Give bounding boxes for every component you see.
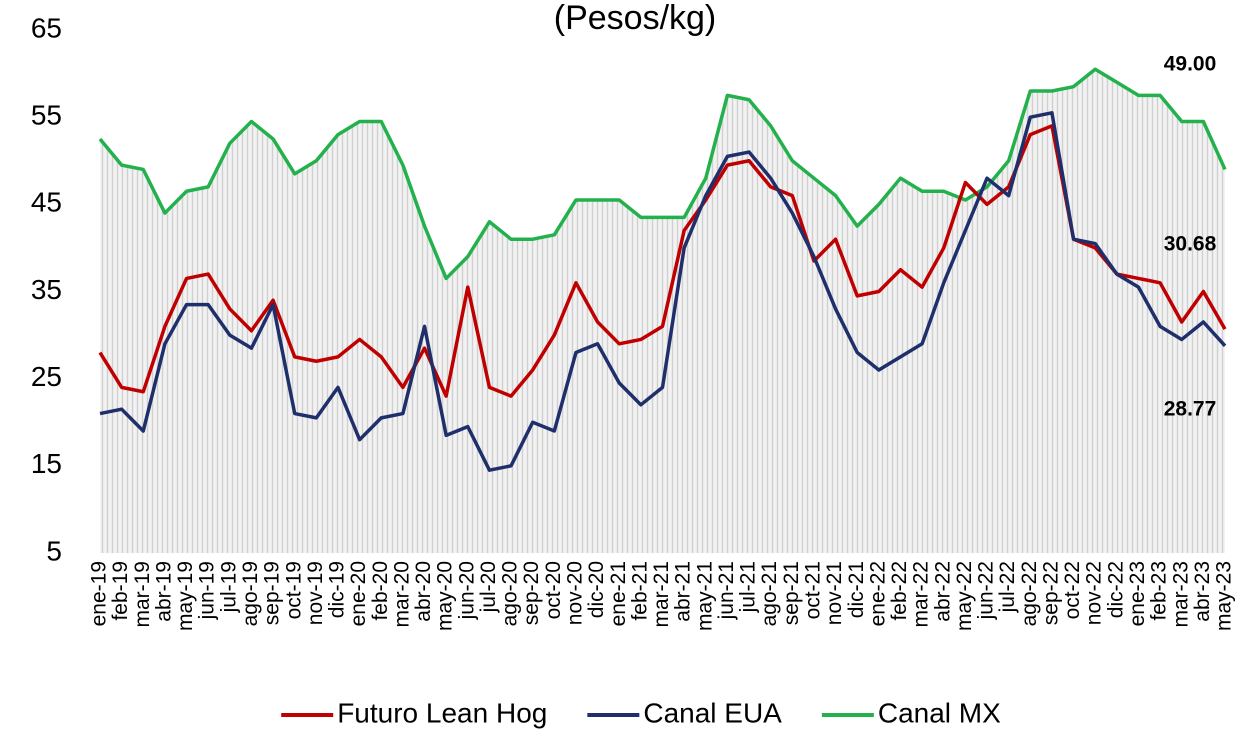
x-tick-label: abr-20 bbox=[412, 561, 435, 622]
x-tick-label: jul-20 bbox=[477, 561, 500, 613]
x-tick-label: ene-22 bbox=[866, 561, 889, 626]
series-line bbox=[98, 124, 1227, 398]
value-label: 49.00 bbox=[1164, 53, 1217, 76]
x-tick-label: ene-19 bbox=[88, 561, 111, 626]
x-tick-label: may-19 bbox=[174, 561, 197, 631]
x-tick-label: ago-21 bbox=[758, 561, 781, 626]
x-tick-label: ago-19 bbox=[239, 561, 262, 626]
x-tick-label: dic-19 bbox=[326, 561, 349, 618]
x-tick-label: dic-21 bbox=[845, 561, 868, 618]
area bbox=[100, 69, 1225, 553]
x-tick-label: mar-20 bbox=[390, 561, 413, 628]
x-tick-label: may-21 bbox=[693, 561, 716, 631]
x-tick-label: oct-19 bbox=[282, 561, 305, 619]
x-tick-label: nov-22 bbox=[1083, 561, 1106, 625]
x-tick-label: abr-19 bbox=[152, 561, 175, 622]
x-tick-label: jul-22 bbox=[996, 561, 1019, 613]
x-tick-label: mar-19 bbox=[131, 561, 154, 628]
x-tick-label: nov-19 bbox=[304, 561, 327, 625]
x-tick-label: sep-21 bbox=[780, 561, 803, 625]
x-tick-label: nov-21 bbox=[823, 561, 846, 625]
x-tick-label: sep-19 bbox=[261, 561, 284, 625]
x-tick-label: feb-21 bbox=[628, 561, 651, 621]
legend-label: Canal MX bbox=[878, 697, 1001, 728]
x-tick-label: dic-22 bbox=[1104, 561, 1127, 618]
x-tick-label: ene-23 bbox=[1126, 561, 1149, 626]
y-tick-label: 25 bbox=[31, 361, 62, 392]
x-tick-label: jul-21 bbox=[737, 561, 760, 613]
x-tick-label: jun-20 bbox=[455, 561, 478, 620]
x-tick-label: may-22 bbox=[953, 561, 976, 631]
x-tick-label: oct-20 bbox=[542, 561, 565, 619]
y-tick-label: 15 bbox=[31, 448, 62, 479]
y-tick-label: 65 bbox=[31, 12, 62, 43]
x-tick-label: may-20 bbox=[434, 561, 457, 631]
y-tick-label: 45 bbox=[31, 187, 62, 218]
x-tick-label: ene-21 bbox=[607, 561, 630, 626]
x-tick-label: feb-20 bbox=[369, 561, 392, 621]
x-tick-label: jun-22 bbox=[975, 561, 998, 620]
x-tick-label: oct-22 bbox=[1061, 561, 1084, 619]
x-tick-label: abr-22 bbox=[931, 561, 954, 622]
x-tick-label: mar-21 bbox=[650, 561, 673, 628]
value-label: 28.77 bbox=[1164, 398, 1217, 421]
y-tick-label: 35 bbox=[31, 274, 62, 305]
y-tick-label: 55 bbox=[31, 100, 62, 131]
value-label: 30.68 bbox=[1164, 233, 1217, 256]
x-tick-label: dic-20 bbox=[585, 561, 608, 618]
series-line bbox=[99, 111, 1227, 472]
x-tick-label: feb-22 bbox=[888, 561, 911, 621]
x-tick-label: ene-20 bbox=[347, 561, 370, 626]
legend-label: Canal EUA bbox=[643, 697, 782, 728]
legend: Futuro Lean Hog Canal EUA Canal MX bbox=[281, 697, 1001, 728]
x-tick-label: nov-20 bbox=[564, 561, 587, 625]
x-tick-label: sep-20 bbox=[520, 561, 543, 625]
x-tick-label: oct-21 bbox=[801, 561, 824, 619]
legend-label: Futuro Lean Hog bbox=[337, 697, 547, 728]
x-tick-label: jun-21 bbox=[715, 561, 738, 620]
x-tick-label: ago-22 bbox=[1018, 561, 1041, 626]
x-tick-label: feb-23 bbox=[1148, 561, 1171, 621]
y-tick-label: 5 bbox=[46, 535, 62, 566]
x-tick-label: jun-19 bbox=[196, 561, 219, 620]
x-tick-label: jul-19 bbox=[217, 561, 240, 613]
series-line bbox=[98, 67, 1227, 281]
x-tick-label: mar-22 bbox=[910, 561, 933, 628]
x-tick-label: mar-23 bbox=[1169, 561, 1192, 628]
x-tick-label: feb-19 bbox=[109, 561, 132, 621]
x-tick-label: ago-20 bbox=[499, 561, 522, 626]
x-tick-label: abr-21 bbox=[672, 561, 695, 622]
chart-title: (Pesos/kg) bbox=[554, 0, 717, 37]
x-tick-label: sep-22 bbox=[1039, 561, 1062, 625]
x-tick-label: abr-23 bbox=[1191, 561, 1214, 622]
x-tick-label: may-23 bbox=[1213, 561, 1236, 631]
